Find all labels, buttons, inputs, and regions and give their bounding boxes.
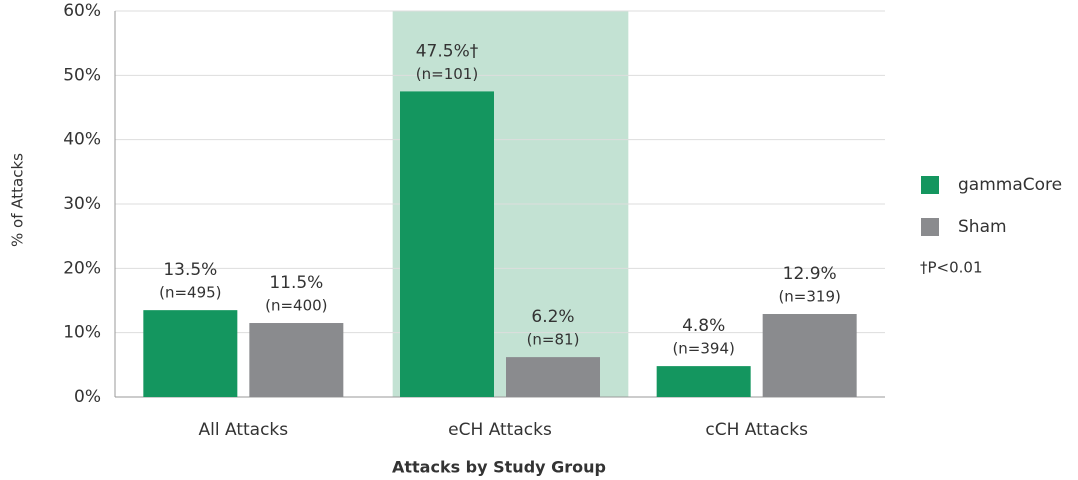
- x-tick-label: All Attacks: [199, 420, 289, 440]
- value-label: 6.2%: [531, 307, 574, 327]
- x-tick-label: eCH Attacks: [448, 420, 552, 440]
- legend-label: Sham: [958, 217, 1007, 237]
- bar: [400, 91, 494, 398]
- y-axis-title: % of Attacks: [9, 153, 27, 247]
- legend-label: gammaCore: [958, 175, 1062, 195]
- y-tick-label: 20%: [63, 258, 101, 278]
- bar: [506, 357, 600, 397]
- x-axis-title: Attacks by Study Group: [392, 458, 606, 477]
- bar: [249, 323, 344, 397]
- value-label: 13.5%: [163, 260, 217, 280]
- y-tick-label: 0%: [74, 387, 101, 407]
- y-tick-label: 40%: [63, 130, 101, 150]
- y-tick-label: 60%: [63, 1, 101, 21]
- x-tick-label: cCH Attacks: [705, 420, 808, 440]
- y-tick-label: 50%: [63, 65, 101, 85]
- n-label: (n=495): [159, 284, 221, 302]
- bar: [143, 310, 238, 397]
- n-label: (n=319): [778, 288, 840, 306]
- n-label: (n=81): [527, 331, 580, 349]
- legend-swatch: [921, 176, 939, 194]
- n-label: (n=101): [416, 65, 478, 83]
- bar: [762, 314, 857, 397]
- n-label: (n=400): [265, 297, 327, 315]
- value-label: 4.8%: [682, 316, 725, 336]
- bar: [656, 366, 751, 397]
- value-label: 11.5%: [269, 273, 323, 293]
- legend-swatch: [921, 218, 939, 236]
- value-label: 12.9%: [783, 264, 837, 284]
- y-tick-label: 10%: [63, 323, 101, 343]
- n-label: (n=394): [672, 340, 734, 358]
- value-label: 47.5%†: [416, 41, 479, 61]
- y-tick-label: 30%: [63, 194, 101, 214]
- footnote: †P<0.01: [920, 259, 983, 277]
